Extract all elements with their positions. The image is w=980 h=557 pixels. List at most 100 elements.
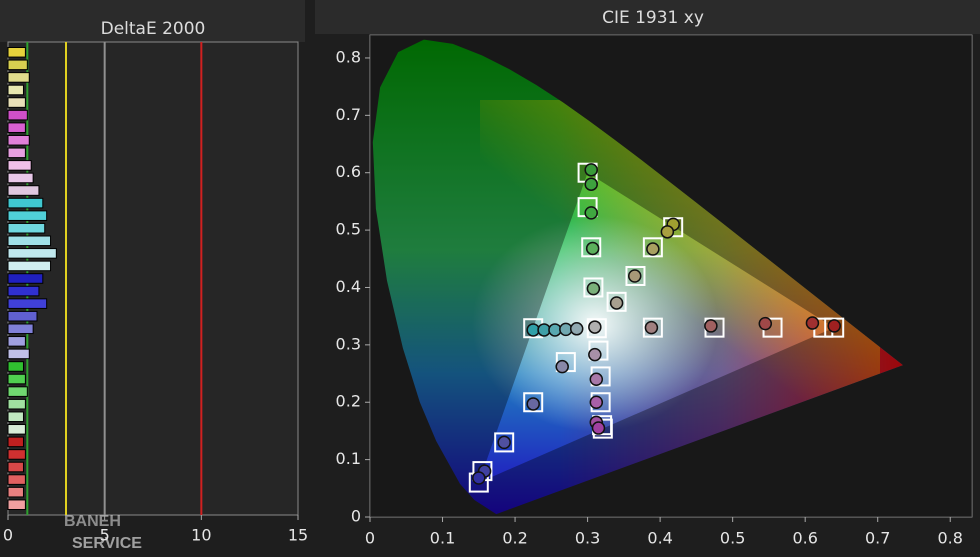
x-tick-label: 0.4 xyxy=(647,529,672,548)
bar xyxy=(7,424,26,435)
bar xyxy=(7,109,28,121)
measured-point xyxy=(584,206,598,220)
bar xyxy=(7,386,28,397)
target-marker xyxy=(642,317,663,338)
bar xyxy=(7,260,52,272)
target-marker xyxy=(494,432,515,453)
bar xyxy=(7,499,26,511)
x-tick-label: 0.3 xyxy=(575,529,600,548)
measured-point xyxy=(646,242,660,256)
bar xyxy=(7,97,26,108)
bar xyxy=(7,411,24,423)
y-tick-label: 0.2 xyxy=(336,392,361,411)
bar xyxy=(7,248,57,259)
out-of-gamut-shade xyxy=(370,35,972,517)
header-right xyxy=(315,0,980,34)
bar xyxy=(7,449,26,460)
bar xyxy=(7,373,26,385)
measured-point xyxy=(588,347,602,362)
bar xyxy=(7,235,52,247)
target-marker xyxy=(586,318,607,339)
measured-point xyxy=(555,359,569,374)
bar xyxy=(7,486,24,498)
y-tick-label: 0.3 xyxy=(336,334,361,353)
bar xyxy=(7,122,26,133)
y-tick-label: 0 xyxy=(351,507,361,526)
measured-point xyxy=(758,316,773,331)
measured-point xyxy=(627,269,642,283)
x-tick-label: 0 xyxy=(365,529,375,548)
measured-point xyxy=(588,320,602,334)
bar xyxy=(7,273,44,284)
measured-point xyxy=(609,296,624,310)
target-marker xyxy=(523,392,544,413)
bar xyxy=(7,285,40,297)
bar xyxy=(7,197,44,209)
bar xyxy=(7,336,26,347)
bar xyxy=(7,323,34,335)
target-marker xyxy=(824,317,845,338)
target-marker xyxy=(625,266,646,286)
y-tick-label: 0.8 xyxy=(336,47,361,66)
x-tick-label: 0.8 xyxy=(938,529,963,548)
x-tick-label: 0.7 xyxy=(865,529,890,548)
bar xyxy=(7,461,24,473)
bar xyxy=(7,398,26,410)
bar xyxy=(7,310,38,322)
bar xyxy=(7,298,48,309)
bar xyxy=(7,210,48,221)
bar xyxy=(7,134,30,146)
measured-point xyxy=(591,421,606,435)
watermark: BANEH xyxy=(64,513,121,530)
measured-point xyxy=(827,319,841,333)
bar xyxy=(7,436,24,448)
measured-point xyxy=(585,241,600,256)
x-tick-label: 0.6 xyxy=(792,529,817,548)
measured-point xyxy=(472,471,486,485)
measured-point xyxy=(526,397,540,411)
measured-point xyxy=(805,316,820,330)
bar xyxy=(7,474,26,485)
target-marker xyxy=(642,237,663,258)
y-tick-label: 0.1 xyxy=(336,449,361,468)
x-tick-label: 0.2 xyxy=(502,529,527,548)
bar xyxy=(7,222,46,234)
watermark: SERVICE xyxy=(72,535,142,552)
measured-point xyxy=(704,319,718,333)
y-tick-label: 0.5 xyxy=(336,220,361,239)
bar xyxy=(7,84,24,96)
measured-point xyxy=(589,395,604,409)
x-tick-label: 5 xyxy=(100,526,110,545)
bar xyxy=(7,147,26,159)
y-tick-label: 0.6 xyxy=(336,162,361,181)
measured-point xyxy=(660,225,675,239)
x-tick-label: 0.1 xyxy=(430,529,455,548)
bar xyxy=(7,59,28,71)
chart-title: DeltaE 2000 xyxy=(101,19,206,39)
plot-area xyxy=(7,41,299,516)
bar xyxy=(7,72,30,83)
target-marker xyxy=(606,291,627,312)
measured-point xyxy=(586,281,601,296)
y-tick-label: 0.7 xyxy=(336,105,361,124)
measured-point xyxy=(569,322,584,336)
x-tick-label: 0 xyxy=(3,526,13,545)
x-tick-label: 15 xyxy=(288,526,308,545)
y-tick-label: 0.4 xyxy=(336,277,361,296)
x-tick-label: 10 xyxy=(191,526,211,545)
bar xyxy=(7,185,40,196)
chart-title: CIE 1931 xy xyxy=(602,8,704,28)
measured-point xyxy=(584,177,598,191)
bar xyxy=(7,361,24,372)
bar xyxy=(7,348,30,360)
bar xyxy=(7,47,26,58)
target-marker xyxy=(581,237,602,258)
measured-point xyxy=(644,320,659,335)
bar xyxy=(7,172,34,184)
header-left xyxy=(0,0,305,42)
bar xyxy=(7,160,32,171)
measured-point xyxy=(584,163,598,177)
measured-point xyxy=(497,435,511,450)
target-marker xyxy=(583,277,604,298)
